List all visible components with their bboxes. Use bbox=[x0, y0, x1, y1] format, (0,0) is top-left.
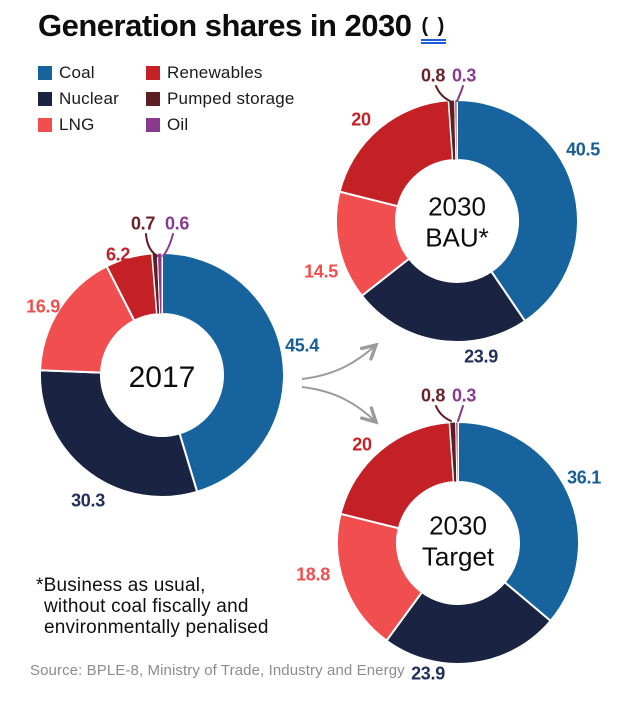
donut-center-label-line: 2017 bbox=[128, 361, 196, 394]
donut-center-label-line: 2030 bbox=[429, 510, 487, 541]
donut-center-label-2017: 2017 bbox=[129, 361, 196, 395]
value-label-2030-target-renewables: 20 bbox=[352, 434, 372, 455]
donut-center-label-2030-bau: 2030 BAU* bbox=[425, 191, 489, 252]
leader-line-2030-target-oil bbox=[457, 405, 464, 422]
legend-swatch-renewables bbox=[146, 66, 160, 80]
donut-center-label-line: 2030 bbox=[428, 191, 486, 222]
legend-item-pumped-storage: Pumped storage bbox=[146, 86, 295, 112]
leader-line-2017-oil bbox=[162, 233, 174, 257]
value-label-2017-oil: 0.6 bbox=[164, 213, 190, 234]
slice-2017-coal bbox=[161, 252, 286, 493]
slice-2030-bau-coal bbox=[456, 99, 580, 323]
arrow-to-target bbox=[301, 386, 379, 425]
value-label-2030-bau-lng: 14.5 bbox=[304, 261, 338, 282]
footnote-line: environmentally penalised bbox=[44, 617, 269, 638]
legend-label: Oil bbox=[167, 115, 189, 134]
donut-center-label-line: BAU* bbox=[425, 222, 489, 252]
legend-swatch-lng bbox=[38, 118, 52, 132]
value-label-2017-pumped-storage: 0.7 bbox=[130, 213, 156, 234]
leader-line-2030-bau-oil bbox=[456, 85, 464, 102]
value-label-2030-bau-pumped-storage: 0.8 bbox=[420, 65, 446, 86]
title-unit-parens: ( ) bbox=[421, 15, 447, 44]
donut-center-label-2030-target: 2030 Target bbox=[422, 510, 494, 571]
value-label-2030-bau-coal: 40.5 bbox=[566, 139, 600, 160]
legend-label: LNG bbox=[59, 115, 95, 134]
value-label-2030-target-nuclear: 23.9 bbox=[411, 663, 445, 684]
slice-2030-bau-oil bbox=[454, 99, 458, 161]
value-label-2030-bau-oil: 0.3 bbox=[451, 65, 477, 86]
footnote-line: *Business as usual, bbox=[36, 575, 206, 596]
legend-item-oil: Oil bbox=[146, 112, 295, 138]
slice-2030-target-renewables bbox=[339, 421, 455, 530]
slice-2030-bau-renewables bbox=[338, 99, 454, 208]
legend-label: Pumped storage bbox=[167, 89, 295, 108]
leader-line-2017-pumped-storage bbox=[145, 233, 158, 257]
legend-swatch-nuclear bbox=[38, 92, 52, 106]
legend-item-coal: Coal bbox=[38, 60, 146, 86]
slice-2017-nuclear bbox=[39, 369, 199, 499]
legend-item-nuclear: Nuclear bbox=[38, 86, 146, 112]
slice-2017-lng bbox=[39, 265, 136, 374]
legend-label: Coal bbox=[59, 63, 95, 82]
slice-2030-target-coal bbox=[457, 421, 580, 622]
legend: Coal Nuclear LNG Renewables Pumped storage Oi… bbox=[38, 60, 295, 138]
slice-2030-target-oil bbox=[455, 421, 459, 483]
value-label-2017-renewables: 6.2 bbox=[105, 244, 131, 265]
value-label-2030-bau-nuclear: 23.9 bbox=[464, 346, 498, 367]
page-title-text: Generation shares in 2030 bbox=[38, 8, 412, 43]
value-label-2017-nuclear: 30.3 bbox=[71, 490, 105, 511]
source-line: Source: BPLE-8, Ministry of Trade, Indus… bbox=[30, 662, 405, 679]
value-label-2030-target-oil: 0.3 bbox=[451, 385, 477, 406]
footnote-line: without coal fiscally and bbox=[44, 596, 249, 617]
value-label-2030-target-pumped-storage: 0.8 bbox=[420, 385, 446, 406]
footnote: *Business as usual, without coal fiscally… bbox=[36, 575, 269, 638]
page-title: Generation shares in 2030 ( ) bbox=[38, 8, 447, 48]
slice-2017-oil bbox=[156, 252, 163, 315]
leader-line-2030-bau-pumped-storage bbox=[435, 85, 451, 102]
arrow-to-bau bbox=[301, 342, 379, 380]
value-label-2017-coal: 45.4 bbox=[285, 335, 319, 356]
legend-item-lng: LNG bbox=[38, 112, 146, 138]
legend-swatch-pumped-storage bbox=[146, 92, 160, 106]
legend-label: Renewables bbox=[167, 63, 263, 82]
donut-center-label-line: Target bbox=[421, 541, 495, 571]
value-label-2030-bau-renewables: 20 bbox=[351, 109, 371, 130]
legend-swatch-coal bbox=[38, 66, 52, 80]
slice-2030-bau-nuclear bbox=[360, 257, 527, 343]
legend-swatch-oil bbox=[146, 118, 160, 132]
leader-line-2030-target-pumped-storage bbox=[435, 405, 452, 422]
value-label-2030-target-lng: 18.8 bbox=[296, 564, 330, 585]
value-label-2030-target-coal: 36.1 bbox=[567, 467, 601, 488]
slice-2030-target-nuclear bbox=[385, 581, 552, 665]
legend-label: Nuclear bbox=[59, 89, 119, 108]
value-label-2017-lng: 16.9 bbox=[26, 296, 60, 317]
legend-item-renewables: Renewables bbox=[146, 60, 295, 86]
